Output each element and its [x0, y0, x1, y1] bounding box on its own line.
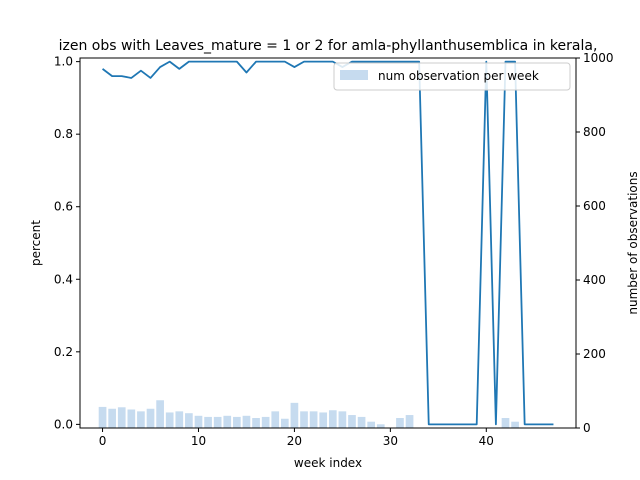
bar [280, 418, 289, 428]
x-axis-label: week index [294, 456, 362, 470]
bar [271, 411, 280, 428]
bar [252, 418, 260, 428]
y-left-tick-label: 0.4 [54, 272, 73, 286]
x-tick-label: 10 [191, 434, 206, 448]
bars-layer [98, 400, 519, 428]
y-left-tick-label: 1.0 [54, 55, 73, 69]
y-right-tick-label: 200 [583, 347, 606, 361]
bar [194, 415, 203, 428]
y-right-tick-label: 1000 [583, 51, 614, 65]
bar [213, 416, 222, 428]
bar [309, 411, 318, 428]
bar [501, 418, 510, 428]
bar [165, 412, 174, 428]
bar [300, 411, 308, 428]
plot-frame [79, 57, 577, 429]
bar [319, 412, 328, 428]
bar [290, 402, 299, 428]
y-axis-left-label: percent [29, 220, 43, 266]
bar [98, 406, 107, 428]
bar [367, 421, 376, 428]
y-right-tick-label: 600 [583, 199, 606, 213]
bar [357, 416, 366, 428]
y-right-tick-label: 400 [583, 273, 606, 287]
bar [233, 416, 241, 428]
bar [127, 409, 136, 428]
x-tick-label: 20 [287, 434, 302, 448]
bar [348, 415, 356, 428]
y-left-tick-label: 0.2 [54, 345, 73, 359]
x-axis: 0 10 20 30 40 [99, 428, 494, 448]
bar [108, 408, 116, 428]
y-right-tick-label: 800 [583, 125, 606, 139]
bar [511, 421, 519, 428]
legend-box [333, 62, 571, 91]
bar [338, 411, 347, 428]
chart-title: izen obs with Leaves_mature = 1 or 2 for… [59, 38, 598, 54]
y-right-tick-label: 0 [583, 421, 591, 435]
bar [137, 411, 145, 428]
bar [376, 424, 385, 428]
y-axis-right: 0 200 400 600 800 1000 [576, 51, 614, 435]
y-left-tick-label: 0.6 [54, 200, 73, 214]
bar [328, 410, 337, 428]
bar [185, 413, 193, 428]
bar [405, 415, 414, 428]
legend-swatch [340, 70, 368, 80]
bar [223, 415, 232, 428]
line-layer [102, 60, 554, 426]
y-left-tick-label: 0.8 [54, 127, 73, 141]
bar [117, 407, 126, 428]
y-axis-left: 0.0 0.2 0.4 0.6 0.8 1.0 [54, 55, 80, 431]
x-tick-label: 0 [99, 434, 107, 448]
legend: num observation per week [333, 62, 571, 91]
y-axis-right-label: number of observations [626, 171, 640, 314]
bar [204, 416, 212, 428]
bar [242, 415, 251, 428]
x-tick-label: 30 [383, 434, 398, 448]
bar [175, 411, 184, 428]
legend-label: num observation per week [378, 69, 539, 83]
bar [156, 400, 164, 428]
bar [396, 418, 404, 428]
x-tick-label: 40 [479, 434, 494, 448]
bar [146, 408, 155, 428]
bar [261, 416, 270, 428]
series-line-percent [102, 60, 554, 426]
y-left-tick-label: 0.0 [54, 417, 73, 431]
